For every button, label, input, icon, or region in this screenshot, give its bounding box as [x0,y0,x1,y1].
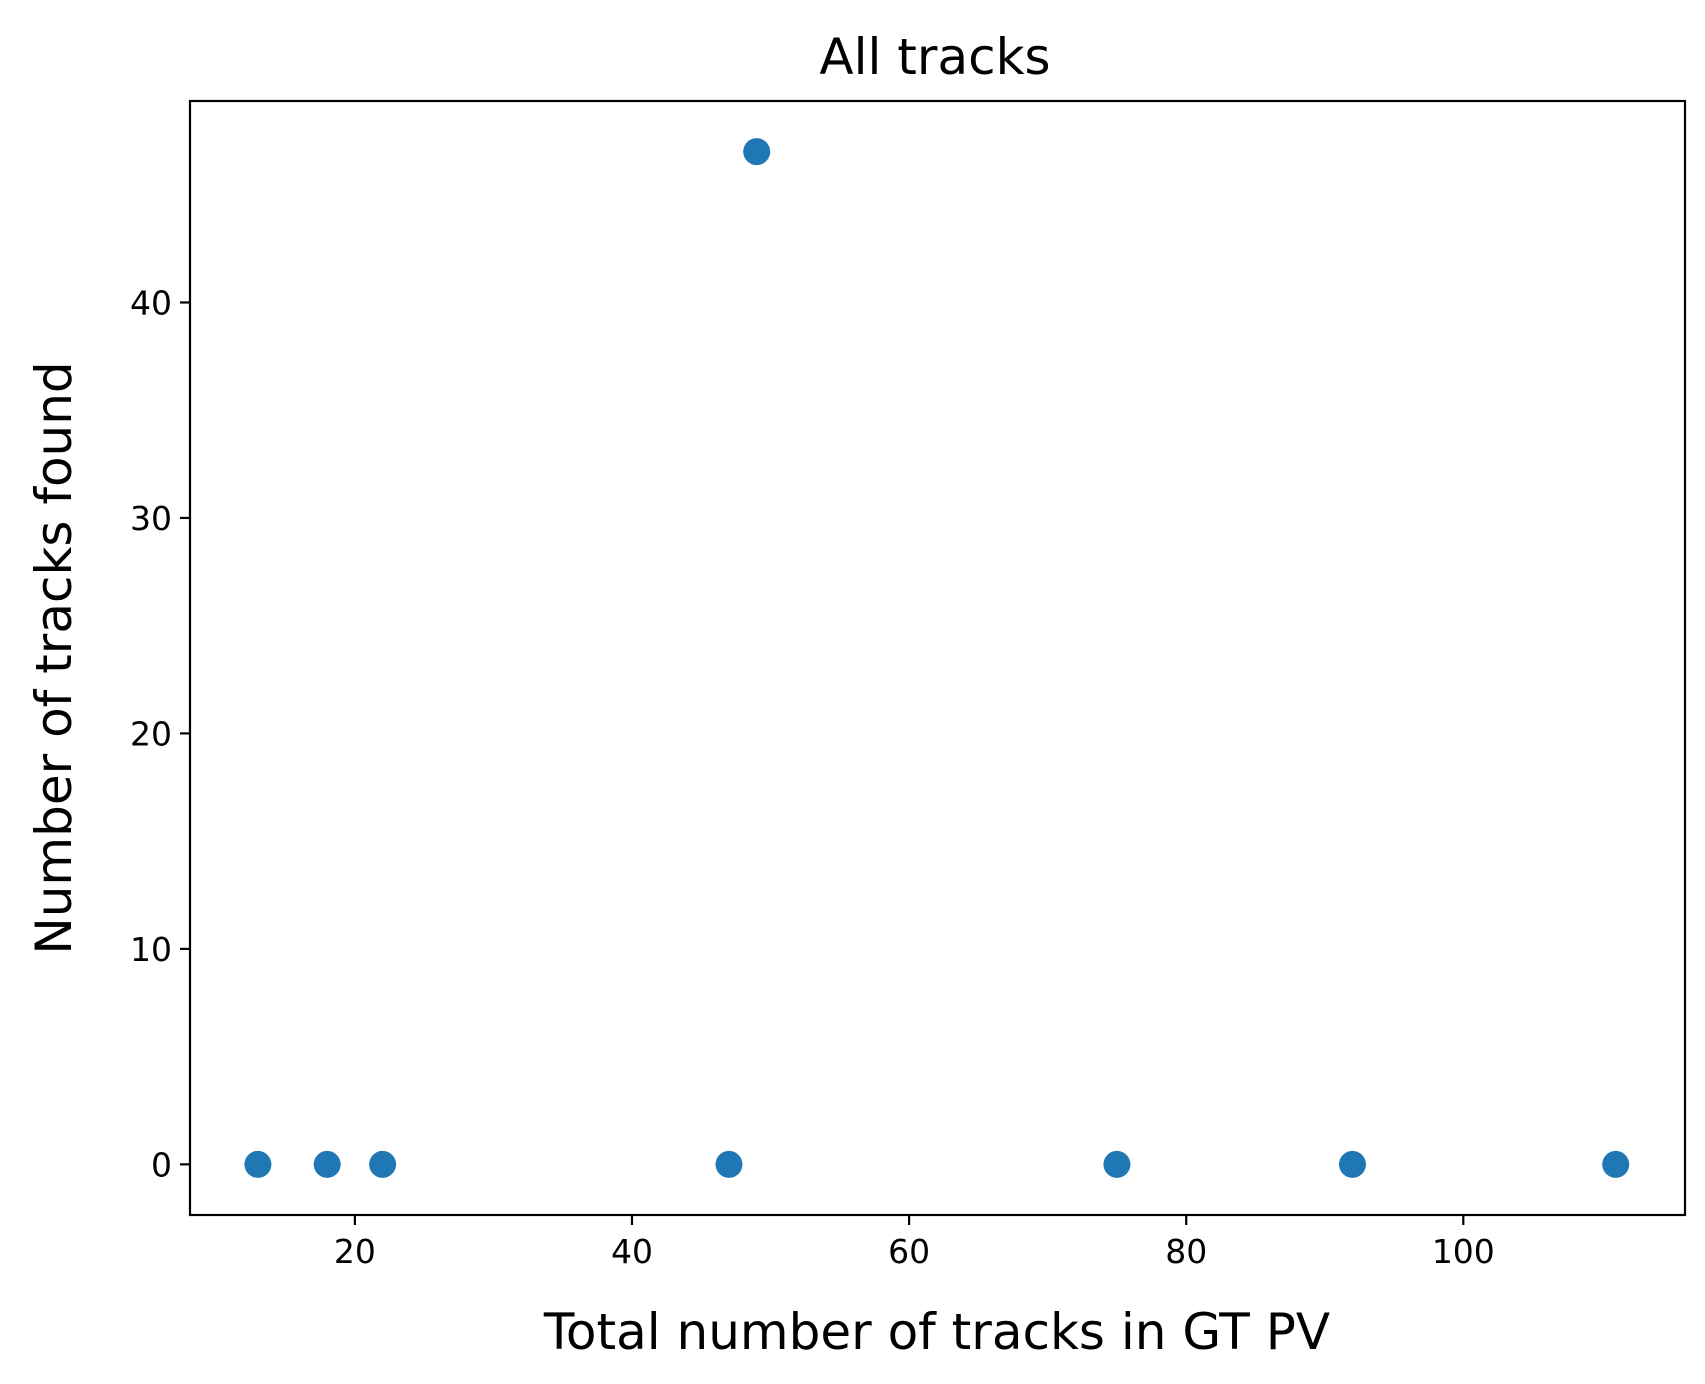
x-tick-label: 100 [1432,1232,1495,1271]
x-tick-label: 60 [888,1232,930,1271]
plot-area-frame [188,99,1687,1217]
y-tick-label: 30 [130,499,172,538]
chart-title: All tracks [819,28,1050,86]
data-point [1338,1150,1366,1178]
data-point [1602,1150,1630,1178]
data-point [743,138,771,166]
y-tick-label: 20 [130,714,172,753]
y-tick-label: 0 [151,1145,172,1184]
y-tick-label: 10 [130,930,172,969]
x-tick-label: 40 [611,1232,653,1271]
y-axis-ticks: 0 10 20 30 40 [130,283,190,1184]
x-tick-label: 80 [1165,1232,1207,1271]
data-point [369,1150,397,1178]
x-tick-label: 20 [334,1232,376,1271]
data-point [1103,1150,1131,1178]
y-axis-title: Number of tracks found [25,361,83,954]
x-axis-title: Total number of tracks in GT PV [543,1303,1330,1361]
x-axis-ticks: 20 40 60 80 100 [334,1215,1495,1271]
y-tick-label: 40 [130,283,172,322]
points-layer [244,138,1630,1178]
data-point [313,1150,341,1178]
data-point [244,1150,272,1178]
data-point [715,1150,743,1178]
